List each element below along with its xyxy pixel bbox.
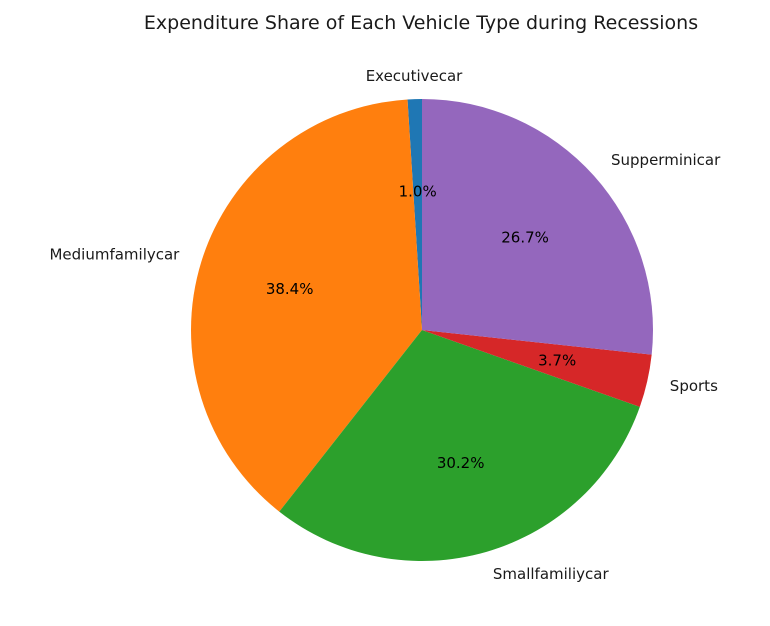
pct-label-smallfamiliycar: 30.2% xyxy=(437,454,485,472)
slice-label-smallfamiliycar: Smallfamiliycar xyxy=(493,565,610,583)
slice-label-supperminicar: Supperminicar xyxy=(611,151,721,169)
pct-label-executivecar: 1.0% xyxy=(399,182,437,200)
pct-label-supperminicar: 26.7% xyxy=(501,228,549,246)
slice-smallfamiliycar xyxy=(279,330,640,561)
slice-supperminicar xyxy=(422,99,653,355)
pie-labels: Executivecar 1.0% Mediumfamilycar 38.4% Smal… xyxy=(49,67,721,583)
chart-title: Expenditure Share of Each Vehicle Type d… xyxy=(143,12,699,34)
slice-label-sports: Sports xyxy=(670,377,718,395)
pct-label-mediumfamilycar: 38.4% xyxy=(266,280,314,298)
slice-label-executivecar: Executivecar xyxy=(366,67,463,85)
pie-slices xyxy=(191,99,653,561)
slice-sports xyxy=(422,330,652,407)
slice-executivecar xyxy=(407,99,422,330)
slice-mediumfamilycar xyxy=(191,99,422,512)
pct-label-sports: 3.7% xyxy=(538,352,576,370)
slice-label-mediumfamilycar: Mediumfamilycar xyxy=(49,246,180,264)
